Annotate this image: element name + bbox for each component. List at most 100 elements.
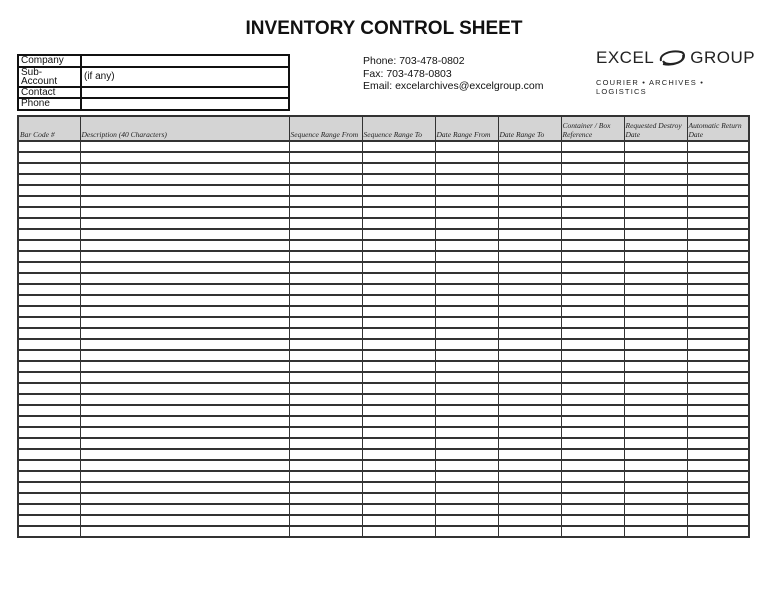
table-cell[interactable] (560, 360, 625, 373)
table-cell[interactable] (17, 239, 81, 252)
table-cell[interactable] (497, 426, 562, 439)
table-cell[interactable] (497, 448, 562, 461)
table-cell[interactable] (361, 316, 436, 329)
table-cell[interactable] (560, 437, 625, 450)
table-cell[interactable] (288, 272, 363, 285)
table-cell[interactable] (288, 426, 363, 439)
table-cell[interactable] (560, 492, 625, 505)
table-cell[interactable] (623, 448, 688, 461)
table-cell[interactable] (361, 360, 436, 373)
table-cell[interactable] (434, 261, 499, 274)
table-cell[interactable] (288, 151, 363, 164)
table-cell[interactable] (434, 250, 499, 263)
table-cell[interactable] (497, 492, 562, 505)
table-cell[interactable] (288, 404, 363, 417)
table-cell[interactable] (361, 305, 436, 318)
table-cell[interactable] (497, 195, 562, 208)
table-cell[interactable] (361, 492, 436, 505)
table-cell[interactable] (288, 481, 363, 494)
table-cell[interactable] (288, 305, 363, 318)
table-cell[interactable] (623, 481, 688, 494)
table-cell[interactable] (288, 437, 363, 450)
table-cell[interactable] (361, 239, 436, 252)
table-cell[interactable] (79, 459, 290, 472)
table-cell[interactable] (623, 470, 688, 483)
table-cell[interactable] (17, 371, 81, 384)
table-cell[interactable] (497, 525, 562, 538)
table-cell[interactable] (361, 327, 436, 340)
table-cell[interactable] (434, 294, 499, 307)
table-cell[interactable] (560, 404, 625, 417)
table-cell[interactable] (497, 151, 562, 164)
table-cell[interactable] (79, 437, 290, 450)
table-cell[interactable] (623, 514, 688, 527)
table-cell[interactable] (288, 140, 363, 153)
table-cell[interactable] (560, 426, 625, 439)
table-cell[interactable] (288, 327, 363, 340)
table-cell[interactable] (361, 371, 436, 384)
table-cell[interactable] (560, 371, 625, 384)
table-cell[interactable] (497, 173, 562, 186)
table-cell[interactable] (560, 327, 625, 340)
table-cell[interactable] (434, 173, 499, 186)
table-cell[interactable] (288, 415, 363, 428)
table-cell[interactable] (434, 459, 499, 472)
table-cell[interactable] (79, 360, 290, 373)
table-cell[interactable] (17, 173, 81, 186)
table-cell[interactable] (560, 470, 625, 483)
table-cell[interactable] (686, 195, 750, 208)
table-cell[interactable] (361, 514, 436, 527)
table-cell[interactable] (623, 151, 688, 164)
table-cell[interactable] (623, 503, 688, 516)
table-cell[interactable] (686, 261, 750, 274)
table-cell[interactable] (17, 184, 81, 197)
table-cell[interactable] (79, 206, 290, 219)
table-cell[interactable] (560, 272, 625, 285)
table-cell[interactable] (497, 382, 562, 395)
table-cell[interactable] (560, 151, 625, 164)
table-cell[interactable] (288, 349, 363, 362)
table-cell[interactable] (497, 503, 562, 516)
table-cell[interactable] (79, 514, 290, 527)
table-cell[interactable] (623, 261, 688, 274)
table-cell[interactable] (17, 492, 81, 505)
table-cell[interactable] (497, 283, 562, 296)
table-cell[interactable] (434, 514, 499, 527)
table-cell[interactable] (288, 316, 363, 329)
table-cell[interactable] (686, 250, 750, 263)
table-cell[interactable] (560, 305, 625, 318)
table-cell[interactable] (686, 338, 750, 351)
table-cell[interactable] (560, 338, 625, 351)
table-cell[interactable] (623, 206, 688, 219)
table-cell[interactable] (686, 437, 750, 450)
table-cell[interactable] (79, 239, 290, 252)
table-cell[interactable] (288, 173, 363, 186)
table-cell[interactable] (79, 184, 290, 197)
table-cell[interactable] (17, 393, 81, 406)
table-cell[interactable] (79, 382, 290, 395)
table-cell[interactable] (560, 239, 625, 252)
table-cell[interactable] (288, 217, 363, 230)
table-cell[interactable] (560, 195, 625, 208)
table-cell[interactable] (560, 140, 625, 153)
table-cell[interactable] (434, 525, 499, 538)
table-cell[interactable] (434, 206, 499, 219)
table-cell[interactable] (434, 140, 499, 153)
table-cell[interactable] (288, 514, 363, 527)
table-cell[interactable] (361, 459, 436, 472)
table-cell[interactable] (288, 294, 363, 307)
table-cell[interactable] (560, 261, 625, 274)
table-cell[interactable] (361, 283, 436, 296)
table-cell[interactable] (623, 492, 688, 505)
table-cell[interactable] (560, 382, 625, 395)
table-cell[interactable] (361, 448, 436, 461)
table-cell[interactable] (560, 459, 625, 472)
table-cell[interactable] (79, 140, 290, 153)
table-cell[interactable] (79, 415, 290, 428)
table-cell[interactable] (686, 371, 750, 384)
table-cell[interactable] (288, 261, 363, 274)
table-cell[interactable] (17, 426, 81, 439)
table-cell[interactable] (17, 382, 81, 395)
table-cell[interactable] (79, 250, 290, 263)
table-cell[interactable] (79, 426, 290, 439)
